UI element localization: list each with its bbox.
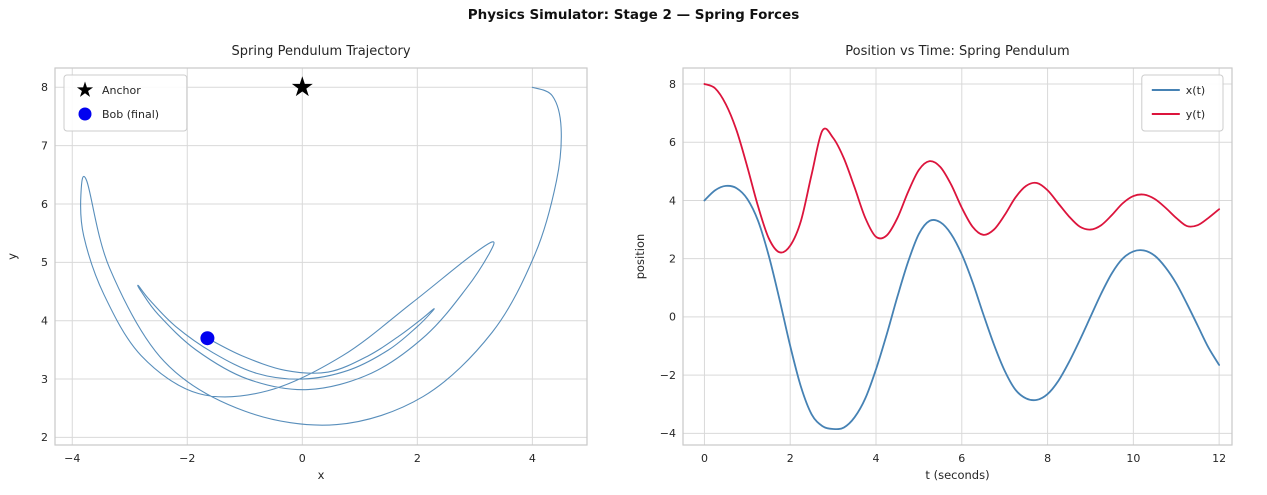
series-x(t) xyxy=(703,184,1221,431)
position-time-chart: 0 2 4 6 8 10 12 −4 −2 0 2 4 6 8 Position vs Time: Spri… xyxy=(633,44,1233,482)
x-axis-label: x xyxy=(318,468,325,482)
y-tick-label: 0 xyxy=(669,311,676,324)
y-tick-label: 6 xyxy=(41,198,48,211)
x-tick-label: 4 xyxy=(873,452,880,465)
y-tick-label: 7 xyxy=(41,139,48,152)
y-tick-label: 4 xyxy=(41,314,48,327)
chart-title: Spring Pendulum Trajectory xyxy=(231,44,410,59)
y-tick-label: 3 xyxy=(41,373,48,386)
trajectory-chart: −4 −2 0 2 4 2 3 4 5 6 7 8 Spring Pendulum Trajectory… xyxy=(5,44,588,482)
x-tick-label: 12 xyxy=(1212,452,1226,465)
y-axis-label: position xyxy=(633,234,647,280)
y-tick-label: 4 xyxy=(669,194,676,207)
x-tick-label: 0 xyxy=(701,452,708,465)
legend-label: x(t) xyxy=(1186,84,1205,97)
y-tick-label: 8 xyxy=(669,78,676,91)
x-tick-label: 2 xyxy=(414,452,421,465)
axes-frame xyxy=(682,67,1233,446)
legend-label: Bob (final) xyxy=(102,108,159,121)
bob-circle-marker xyxy=(200,331,215,346)
anchor-star-marker xyxy=(291,76,313,97)
y-tick-label: 5 xyxy=(41,256,48,269)
chart-title: Position vs Time: Spring Pendulum xyxy=(845,44,1069,59)
legend-box xyxy=(63,74,188,132)
series-y(t) xyxy=(703,83,1221,254)
x-tick-label: −2 xyxy=(179,452,195,465)
y-tick-label: 2 xyxy=(41,431,48,444)
axes-frame xyxy=(54,67,588,446)
y-tick-label: 6 xyxy=(669,136,676,149)
x-tick-label: 10 xyxy=(1126,452,1140,465)
legend-circle-swatch xyxy=(78,107,92,121)
y-tick-label: −4 xyxy=(660,427,676,440)
legend-star-swatch xyxy=(76,81,94,97)
x-tick-label: 2 xyxy=(787,452,794,465)
legend-label: Anchor xyxy=(102,84,141,97)
x-tick-label: −4 xyxy=(64,452,80,465)
figure-title: Physics Simulator: Stage 2 — Spring Forc… xyxy=(467,7,800,23)
x-tick-label: 4 xyxy=(529,452,536,465)
x-tick-label: 0 xyxy=(299,452,306,465)
y-tick-label: 8 xyxy=(41,81,48,94)
y-tick-label: −2 xyxy=(660,369,676,382)
y-tick-label: 2 xyxy=(669,252,676,265)
legend-label: y(t) xyxy=(1186,108,1205,121)
x-tick-label: 8 xyxy=(1044,452,1051,465)
x-tick-label: 6 xyxy=(958,452,965,465)
legend-box xyxy=(1141,74,1224,132)
y-axis-label: y xyxy=(5,253,19,260)
series-trajectory xyxy=(80,86,562,426)
x-axis-label: t (seconds) xyxy=(925,468,989,482)
